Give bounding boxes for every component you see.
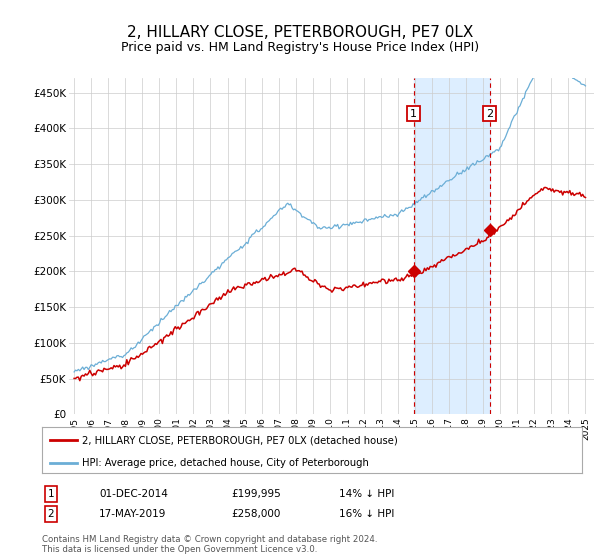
Text: £199,995: £199,995 [231, 489, 281, 499]
Text: 1: 1 [47, 489, 55, 499]
Text: 1: 1 [410, 109, 417, 119]
Text: HPI: Average price, detached house, City of Peterborough: HPI: Average price, detached house, City… [83, 458, 370, 468]
Text: £258,000: £258,000 [231, 509, 280, 519]
Text: 17-MAY-2019: 17-MAY-2019 [99, 509, 166, 519]
Text: 2, HILLARY CLOSE, PETERBOROUGH, PE7 0LX: 2, HILLARY CLOSE, PETERBOROUGH, PE7 0LX [127, 25, 473, 40]
Text: 01-DEC-2014: 01-DEC-2014 [99, 489, 168, 499]
Text: 2, HILLARY CLOSE, PETERBOROUGH, PE7 0LX (detached house): 2, HILLARY CLOSE, PETERBOROUGH, PE7 0LX … [83, 435, 398, 445]
Bar [413, 78, 490, 414]
Text: 2: 2 [47, 509, 55, 519]
Text: 2: 2 [486, 109, 493, 119]
Text: Contains HM Land Registry data © Crown copyright and database right 2024.
This d: Contains HM Land Registry data © Crown c… [42, 535, 377, 554]
Text: Price paid vs. HM Land Registry's House Price Index (HPI): Price paid vs. HM Land Registry's House … [121, 40, 479, 54]
Text: 14% ↓ HPI: 14% ↓ HPI [339, 489, 394, 499]
Text: 16% ↓ HPI: 16% ↓ HPI [339, 509, 394, 519]
